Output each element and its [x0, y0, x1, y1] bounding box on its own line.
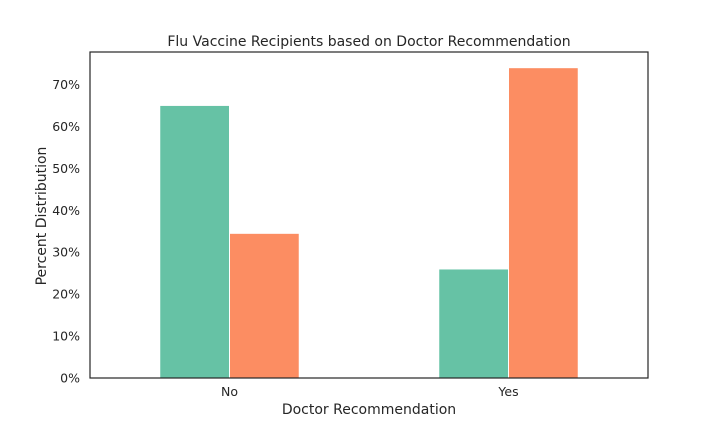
y-tick-label: 20% — [52, 287, 80, 302]
plot-frame — [89, 51, 649, 379]
x-tick-label: Yes — [497, 384, 518, 399]
y-tick-label: 0% — [60, 371, 80, 386]
bars-group — [159, 67, 579, 379]
bar-yes-series-1 — [438, 268, 509, 379]
y-tick-labels: 0% 10% 20% 30% 40% 50% 60% 70% — [52, 77, 80, 386]
y-axis-label: Percent Distribution — [34, 147, 50, 286]
chart-title: Flu Vaccine Recipients based on Doctor R… — [167, 34, 570, 50]
bar-no-series-1 — [159, 104, 230, 379]
bar-yes-series-2 — [508, 67, 579, 379]
bar-no-series-2 — [229, 232, 300, 379]
y-tick-label: 40% — [52, 203, 80, 218]
y-tick-label: 60% — [52, 119, 80, 134]
y-tick-label: 10% — [52, 329, 80, 344]
x-axis-label: Doctor Recommendation — [282, 402, 456, 418]
y-tick-label: 30% — [52, 245, 80, 260]
y-tick-label: 50% — [52, 161, 80, 176]
x-tick-labels: No Yes — [221, 384, 519, 399]
y-tick-label: 70% — [52, 77, 80, 92]
x-tick-label: No — [221, 384, 238, 399]
